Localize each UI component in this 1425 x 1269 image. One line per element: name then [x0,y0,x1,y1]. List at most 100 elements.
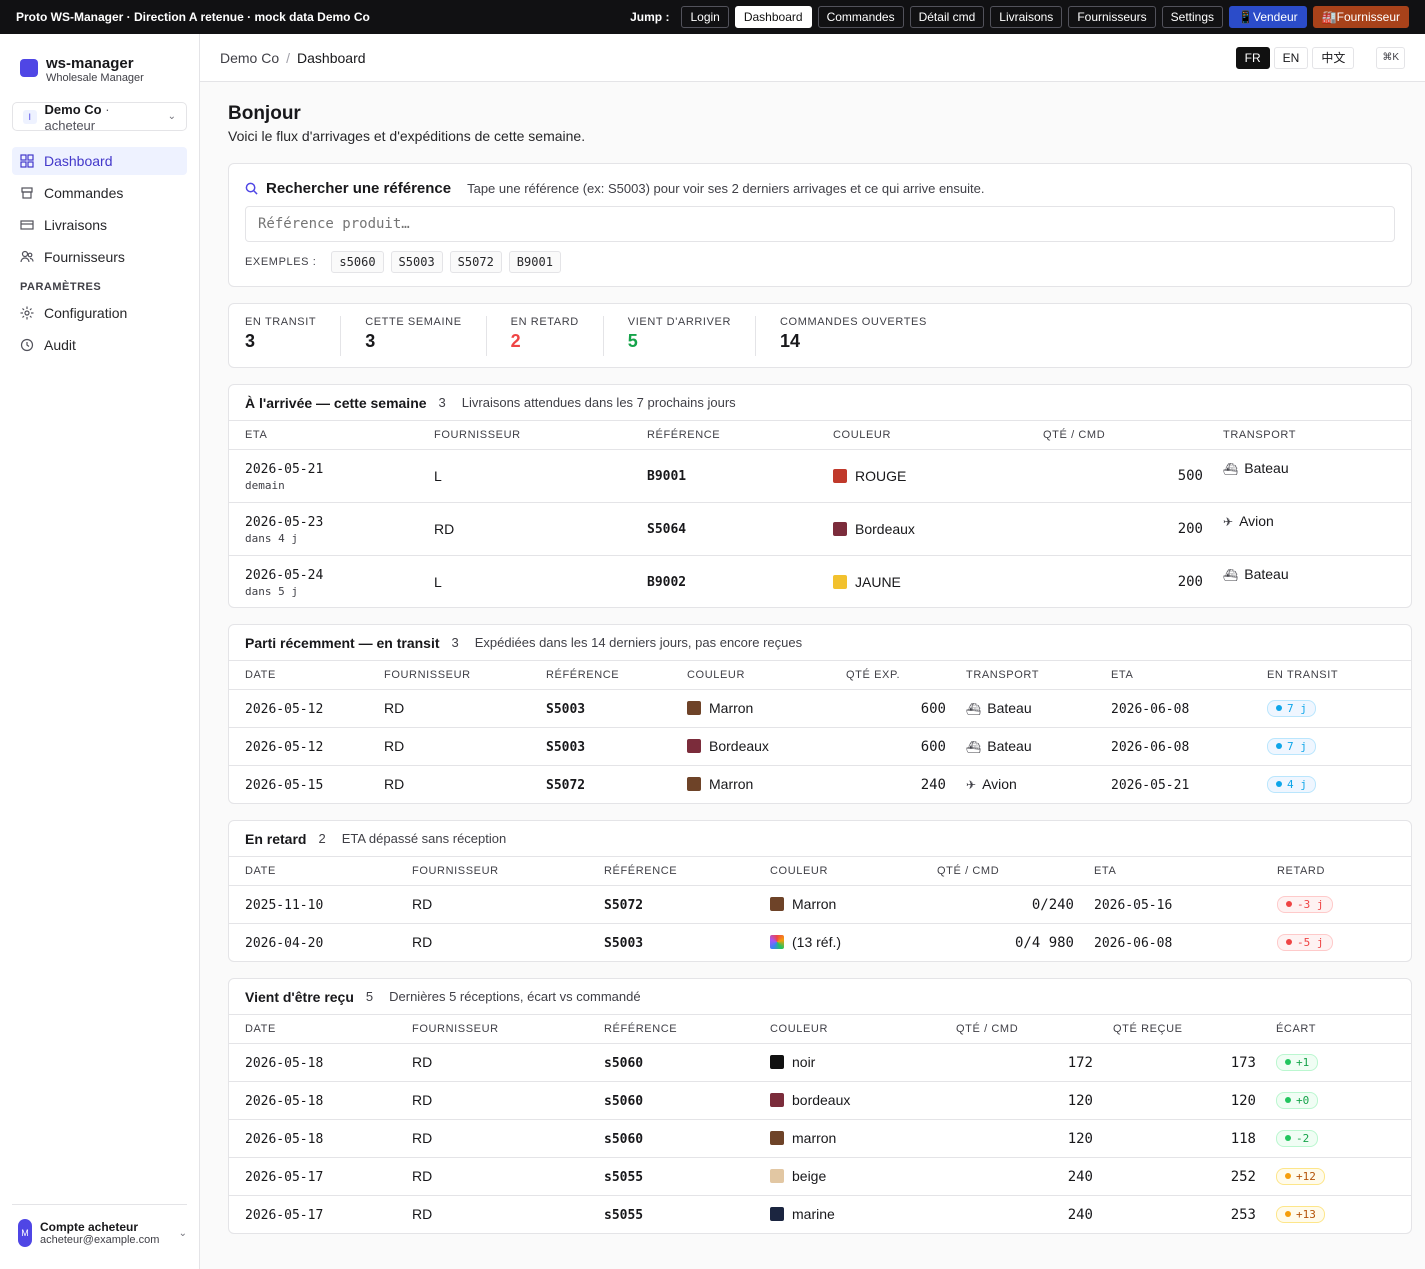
eta-date: 2026-05-23 [245,514,324,530]
column-header: COULEUR [770,1015,956,1044]
stat-en-retard[interactable]: EN RETARD 2 [510,315,604,356]
chevron-down-icon: ⌄ [167,111,176,122]
lang-fr-button[interactable]: FR [1235,46,1270,69]
stat-label: EN TRANSIT [245,315,317,328]
eta-date: 2026-05-24 [245,567,324,583]
table-row[interactable]: 2026-05-15 RD S5072 Marron 240 ✈ Avion 2026-05-… [229,765,1411,803]
table-row[interactable]: 2026-05-18 RD s5060 bordeaux 120 120 +0 [229,1081,1411,1120]
example-chip[interactable]: B9001 [508,251,561,273]
breadcrumb-current: Dashboard [297,49,366,66]
jump-settings-button[interactable]: Settings [1161,6,1224,28]
clock-icon [20,338,34,352]
table-row[interactable]: 2026-05-12 RD S5003 Bordeaux 600 ⛴ Bateau 2026-… [229,727,1411,766]
sidebar-item-dashboard[interactable]: Dashboard [12,147,187,175]
color-name: JAUNE [855,573,901,590]
stat-cette-semaine[interactable]: CETTE SEMAINE 3 [365,315,487,356]
tenant-name: Demo Co [44,101,102,117]
transport-icon: ⛴ [1223,567,1239,582]
sun-gear-icon [20,306,34,320]
sidebar-item-label: Livraisons [44,217,108,233]
transit-card: Parti récemment — en transit 3 Expédiées… [228,624,1412,804]
color-name: bordeaux [792,1092,851,1108]
column-header: QTÉ EXP. [846,661,966,690]
account-menu[interactable]: M Compte acheteur acheteur@example.com ⌄ [12,1204,187,1247]
reference: B9002 [647,575,687,591]
table-row[interactable]: 2026-05-21 demain L B9001 ROUGE 500 ⛴ Bateau [229,449,1411,503]
sidebar-item-audit[interactable]: Audit [12,331,187,359]
stat-value: 2 [510,330,521,351]
example-chip[interactable]: s5060 [331,251,384,273]
supplier-code: RD [412,896,433,912]
table-row[interactable]: 2026-05-17 RD s5055 marine 240 253 +13 [229,1195,1411,1233]
section-count: 2 [318,831,326,846]
received-card: Vient d'être reçu 5 Dernières 5 réceptio… [228,978,1412,1234]
supplier-code: RD [384,700,405,716]
diff-badge: -2 [1276,1130,1319,1147]
account-name: Compte acheteur [40,1220,139,1234]
table-row[interactable]: 2025-11-10 RD S5072 Marron 0/240 2026-05-16 -3… [229,885,1411,924]
quantity: 600 [920,700,946,717]
breadcrumb-separator: / [286,49,291,66]
jump-dashboard-button[interactable]: Dashboard [734,6,812,28]
column-header: FOURNISSEUR [384,661,546,690]
stat-en-transit[interactable]: EN TRANSIT 3 [245,315,342,356]
column-header: FOURNISSEUR [412,1015,604,1044]
jump-vendeur-button[interactable]: 📱Vendeur [1229,6,1307,28]
sidebar-item-fournisseurs[interactable]: Fournisseurs [12,243,187,271]
table-row[interactable]: 2026-05-17 RD s5055 beige 240 252 +12 [229,1157,1411,1196]
lang-en-button[interactable]: EN [1273,46,1309,69]
stat-label: COMMANDES OUVERTES [780,315,927,328]
dashboard-icon [20,154,34,168]
table-row[interactable]: 2026-05-23 dans 4 j RD S5064 Bordeaux 200 ✈ Avi… [229,502,1411,556]
jump-detail-cmd-button[interactable]: Détail cmd [909,6,985,28]
examples-label: EXEMPLES : [245,256,317,268]
page-title: Bonjour [228,103,301,124]
tenant-switcher[interactable]: I Demo Co · acheteur ⌄ [12,101,187,133]
example-chip[interactable]: S5072 [449,251,502,273]
color-swatch [770,1131,784,1145]
breadcrumb-root[interactable]: Demo Co [220,49,280,66]
column-header: COULEUR [687,661,846,690]
jump-fournisseurs-button[interactable]: Fournisseurs [1068,6,1156,28]
stat-commandes-ouvertes[interactable]: COMMANDES OUVERTES 14 [780,316,951,356]
table-row[interactable]: 2026-05-24 dans 5 j L B9002 JAUNE 200 ⛴ Bateau [229,555,1411,608]
supplier-code: RD [412,1168,433,1184]
receipt-date: 2026-05-17 [245,1169,324,1185]
stat-vient-d-arriver[interactable]: VIENT D'ARRIVER 5 [628,315,756,356]
color-name: beige [792,1168,827,1184]
table-row[interactable]: 2026-05-12 RD S5003 Marron 600 ⛴ Bateau 2026-06… [229,689,1411,728]
column-header: COULEUR [770,857,937,886]
received-quantity: 252 [1230,1168,1256,1185]
jump-fournisseur-button[interactable]: 🏭Fournisseur [1312,6,1409,28]
transport-mode: Bateau [987,738,1032,754]
table-row[interactable]: 2026-05-18 RD s5060 marron 120 118 -2 [229,1119,1411,1158]
lang-zh-button[interactable]: 中文 [1312,46,1355,69]
eta-relative: demain [245,478,285,492]
command-palette-shortcut[interactable]: ⌘K [1376,46,1405,69]
delay-badge: -5 j [1277,934,1333,952]
section-title: En retard [245,830,307,847]
transport-icon: ✈ [1223,514,1234,529]
column-header: EN TRANSIT [1267,661,1411,690]
table-row[interactable]: 2026-05-18 RD s5060 noir 172 173 +1 [229,1043,1411,1082]
sidebar-item-livraisons[interactable]: Livraisons [12,211,187,239]
example-chip[interactable]: S5003 [390,251,443,273]
color-swatch [833,574,847,589]
sidebar-item-configuration[interactable]: Configuration [12,299,187,327]
column-header: FOURNISSEUR [434,421,647,450]
section-header: Parti récemment — en transit 3 Expédiées… [229,625,1411,661]
jump-login-button[interactable]: Login [681,6,729,28]
column-header: DATE [229,661,384,690]
table-row[interactable]: 2026-04-20 RD S5003 (13 réf.) 0/4 980 2026-06… [229,923,1411,961]
quantity: 500 [1177,468,1203,484]
search-examples: EXEMPLES : s5060 S5003 S5072 B9001 [245,251,561,273]
jump-commandes-button[interactable]: Commandes [817,6,904,28]
section-header: En retard 2 ETA dépassé sans réception [229,821,1411,857]
chevron-down-icon: ⌄ [178,1227,187,1239]
section-title: À l'arrivée — cette semaine [245,394,427,411]
reference-search-input[interactable] [245,206,1395,242]
sidebar-item-commandes[interactable]: Commandes [12,179,187,207]
jump-livraisons-button[interactable]: Livraisons [990,6,1063,28]
color-name: Marron [792,896,837,912]
column-header: RÉFÉRENCE [546,661,687,690]
